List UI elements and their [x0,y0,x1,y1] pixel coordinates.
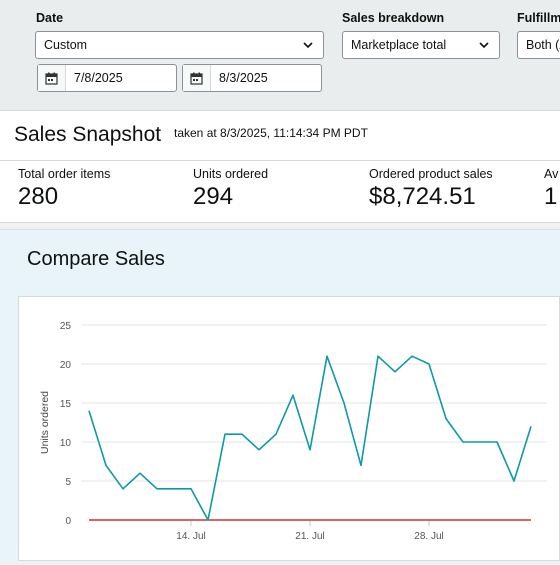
metric-units-ordered-value: 294 [193,183,234,210]
date-range-value: Custom [44,38,88,52]
y-tick-label: 25 [60,321,72,332]
x-tick-label: 28. Jul [414,531,443,542]
snapshot-title: Sales Snapshot [14,123,162,146]
chevron-down-icon [479,42,489,49]
chevron-down-icon [303,42,313,49]
compare-sales-panel: Compare Sales 0 5 10 15 20 25 14. Jul 21. Jul 28… [0,229,560,561]
start-date-value: 7/8/2025 [74,71,123,85]
y-tick-label: 10 [60,438,72,449]
fulfillment-select[interactable]: Both (A [517,31,560,59]
end-date-picker[interactable]: 8/3/2025 [182,64,322,92]
metric-total-order-items-value: 280 [18,183,59,210]
y-tick-label: 5 [65,477,71,488]
sales-breakdown-select[interactable]: Marketplace total [342,31,500,59]
start-date-picker[interactable]: 7/8/2025 [37,64,177,92]
metric-ordered-product-sales-value: $8,724.51 [369,183,476,210]
sales-breakdown-label: Sales breakdown [342,11,445,25]
y-tick-label: 0 [65,516,71,527]
sales-snapshot-panel: Sales Snapshot taken at 8/3/2025, 11:14:… [0,110,560,223]
compare-sales-title: Compare Sales [27,248,165,270]
metric-average-label: Av [544,167,559,181]
metric-ordered-product-sales-label: Ordered product sales [369,167,493,181]
x-tick-label: 14. Jul [176,531,205,542]
fulfillment-value: Both (A [526,38,560,52]
y-axis-label: Units ordered [39,391,51,454]
end-date-value: 8/3/2025 [219,71,268,85]
snapshot-timestamp: taken at 8/3/2025, 11:14:34 PM PDT [174,126,368,140]
date-filter-label: Date [36,11,64,25]
units-ordered-line-chart: 0 5 10 15 20 25 14. Jul 21. Jul 28. Jul Units ord… [39,321,547,542]
y-tick-label: 20 [60,360,72,371]
filter-bar: Date Custom 7/8/2025 8/3/2025 Sales brea… [0,0,560,110]
metric-units-ordered-label: Units ordered [193,167,269,181]
series-line [88,355,532,521]
metric-average-value: 1 [544,183,558,210]
calendar-icon[interactable] [183,65,211,91]
calendar-icon[interactable] [38,65,66,91]
y-tick-label: 15 [60,399,72,410]
metric-total-order-items-label: Total order items [18,167,111,181]
divider [0,160,560,161]
date-range-select[interactable]: Custom [35,31,324,59]
units-ordered-chart-card: 0 5 10 15 20 25 14. Jul 21. Jul 28. Jul Units ord… [18,296,560,561]
sales-breakdown-value: Marketplace total [351,38,447,52]
x-tick-label: 21. Jul [295,531,324,542]
fulfillment-label: Fulfillm [517,11,560,25]
